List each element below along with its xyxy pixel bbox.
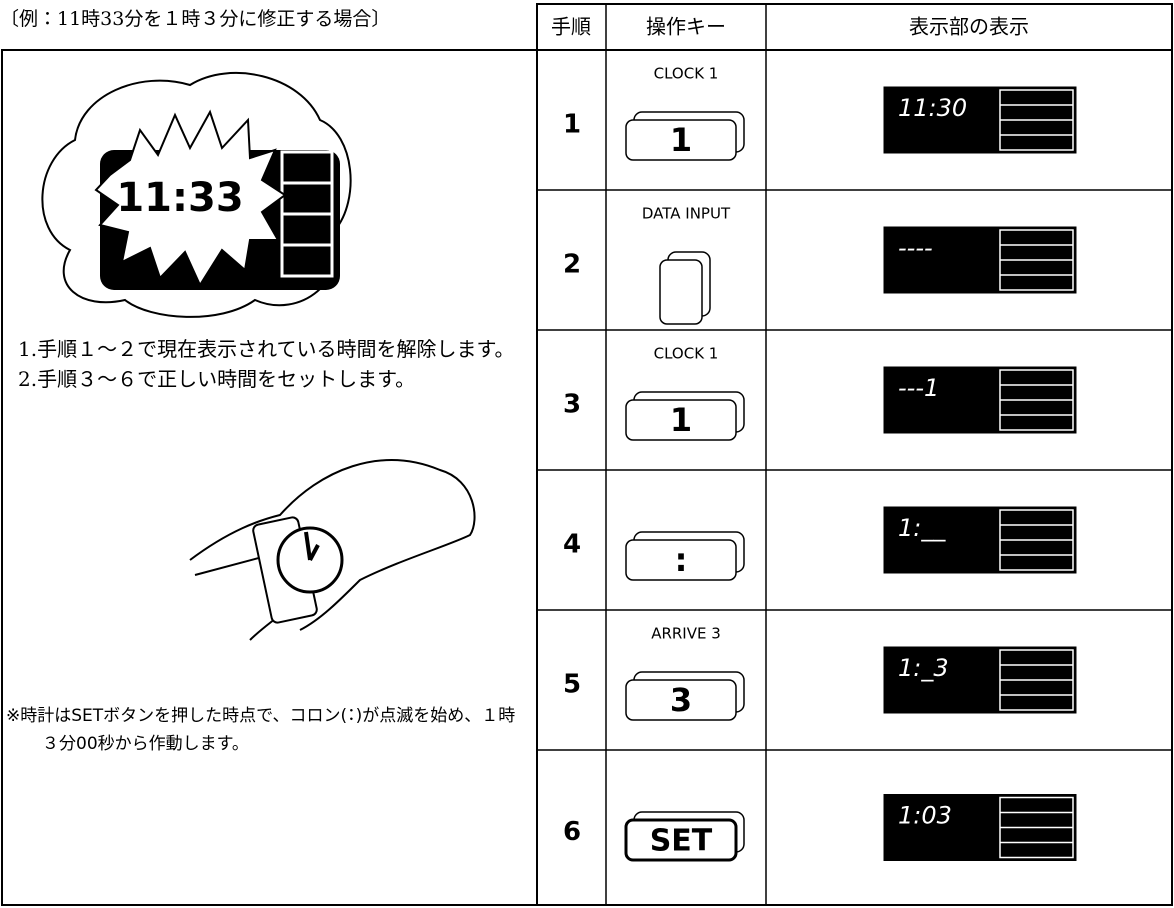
key <box>624 818 738 862</box>
key-face: 3 <box>670 681 692 719</box>
key-label: ARRIVE 3 <box>651 625 721 643</box>
key <box>625 399 737 441</box>
lcd-text: 1:_3 <box>898 654 949 682</box>
lcd-text: ---1 <box>898 374 939 402</box>
key-label: CLOCK 1 <box>654 345 719 363</box>
watch-hand <box>304 531 312 561</box>
note: 1.手順１～２で現在表示されている時間を解除します。 <box>18 337 515 361</box>
lcd-text: 1:03 <box>898 802 952 830</box>
title: 〔例：11時33分を１時３分に修正する場合〕 <box>0 8 391 30</box>
watch-hand <box>308 544 320 561</box>
lcd-text: 1:__ <box>898 514 946 542</box>
lcd-text: ---- <box>898 234 933 262</box>
notes: 1.手順１～２で現在表示されている時間を解除します。 2.手順３～６で正しい時間… <box>18 334 533 394</box>
key-label: CLOCK 1 <box>654 65 719 83</box>
note: 2.手順３～６で正しい時間をセットします。 <box>18 367 416 391</box>
key-face: : <box>675 541 688 579</box>
lcd-text: 11:30 <box>898 94 967 122</box>
column-header: 操作キー <box>646 15 726 39</box>
key <box>625 539 737 581</box>
step-number: 5 <box>563 670 581 700</box>
key <box>625 119 737 161</box>
step-number: 3 <box>563 390 581 420</box>
key-label: DATA INPUT <box>642 205 731 223</box>
key-face: SET <box>650 824 713 859</box>
step-number: 4 <box>563 530 581 560</box>
step-number: 1 <box>563 110 581 140</box>
illustration-display: 11:33 <box>116 175 243 221</box>
footnote: ※時計はSETボタンを押した時点で、コロン(：)が点滅を始め、１時３分00秒から… <box>6 706 516 754</box>
key <box>625 679 737 721</box>
column-header: 表示部の表示 <box>909 15 1029 39</box>
table-frame <box>536 3 1173 906</box>
key <box>659 259 703 325</box>
hand <box>189 459 476 631</box>
column-header: 手順 <box>551 15 591 39</box>
starburst <box>94 109 287 288</box>
key-face: 1 <box>670 121 692 159</box>
step-number: 6 <box>563 817 581 847</box>
key-face: 1 <box>670 401 692 439</box>
step-number: 2 <box>563 250 581 280</box>
